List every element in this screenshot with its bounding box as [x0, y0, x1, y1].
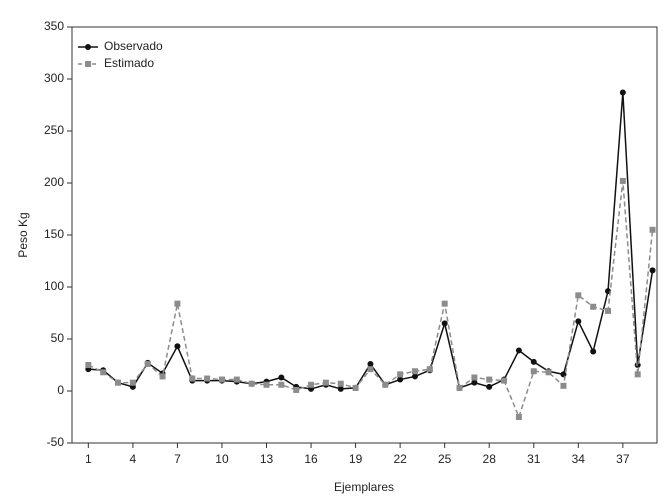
x-axis-label: Ejemplares: [334, 480, 394, 494]
y-tick-label: 150: [44, 227, 64, 241]
point: [560, 382, 567, 389]
x-tick-label: 22: [393, 452, 407, 466]
y-tick-label: 0: [57, 383, 64, 397]
legend-label: Estimado: [104, 56, 154, 70]
point: [515, 414, 522, 420]
point: [575, 292, 582, 299]
x-tick-label: 4: [130, 452, 137, 466]
point: [293, 386, 300, 393]
y-tick-label: 300: [44, 71, 64, 85]
legend-marker: [85, 61, 91, 67]
point: [575, 318, 582, 325]
point: [411, 373, 418, 380]
point: [590, 303, 597, 310]
point: [159, 373, 166, 380]
point: [174, 300, 181, 307]
point: [248, 380, 255, 387]
y-tick-label: 50: [51, 331, 65, 345]
point: [456, 384, 463, 391]
point: [308, 381, 315, 388]
legend-label: Observado: [104, 39, 163, 53]
point: [619, 177, 626, 184]
point: [189, 375, 196, 382]
y-tick-label: -50: [47, 435, 65, 449]
y-tick-label: 250: [44, 123, 64, 137]
point: [486, 383, 493, 390]
point: [605, 307, 612, 314]
x-tick-label: 13: [260, 452, 274, 466]
x-tick-label: 7: [174, 452, 181, 466]
x-tick-label: 34: [572, 452, 586, 466]
x-tick-label: 25: [438, 452, 452, 466]
point: [426, 366, 433, 373]
x-tick-label: 1: [85, 452, 92, 466]
point: [322, 379, 329, 386]
x-tick-label: 16: [304, 452, 318, 466]
point: [649, 267, 656, 274]
y-axis-label: Peso Kg: [16, 212, 30, 257]
x-tick-label: 28: [483, 452, 497, 466]
point: [174, 343, 181, 350]
plot-frame: [71, 26, 658, 444]
point: [337, 385, 344, 392]
x-tick-label: 10: [215, 452, 229, 466]
point: [634, 371, 641, 378]
x-tick-label: 37: [616, 452, 630, 466]
point: [411, 368, 418, 375]
point: [144, 360, 151, 367]
point: [515, 347, 522, 354]
point: [471, 374, 478, 381]
point: [441, 320, 448, 327]
point: [85, 362, 92, 368]
point: [501, 377, 508, 384]
point: [397, 376, 404, 383]
point: [278, 374, 285, 381]
y-tick-label: 200: [44, 175, 64, 189]
point: [382, 381, 389, 388]
point: [115, 379, 122, 386]
point: [263, 381, 270, 388]
point: [530, 368, 537, 375]
point: [590, 348, 597, 355]
y-tick-label: 100: [44, 279, 64, 293]
point: [367, 360, 374, 367]
point: [100, 369, 107, 376]
point: [337, 380, 344, 387]
x-tick-label: 19: [349, 452, 363, 466]
point: [397, 371, 404, 378]
point: [367, 366, 374, 373]
point: [649, 226, 656, 233]
point: [619, 89, 626, 96]
point: [441, 300, 448, 307]
point: [278, 381, 285, 388]
x-tick-label: 31: [527, 452, 541, 466]
point: [471, 379, 478, 386]
legend-marker: [85, 44, 91, 50]
point: [545, 369, 552, 376]
point: [129, 379, 136, 386]
point: [218, 376, 225, 383]
point: [204, 375, 211, 382]
point: [233, 376, 240, 383]
point: [352, 384, 359, 391]
y-tick-label: 350: [44, 19, 64, 33]
point: [530, 358, 537, 365]
point: [486, 376, 493, 383]
